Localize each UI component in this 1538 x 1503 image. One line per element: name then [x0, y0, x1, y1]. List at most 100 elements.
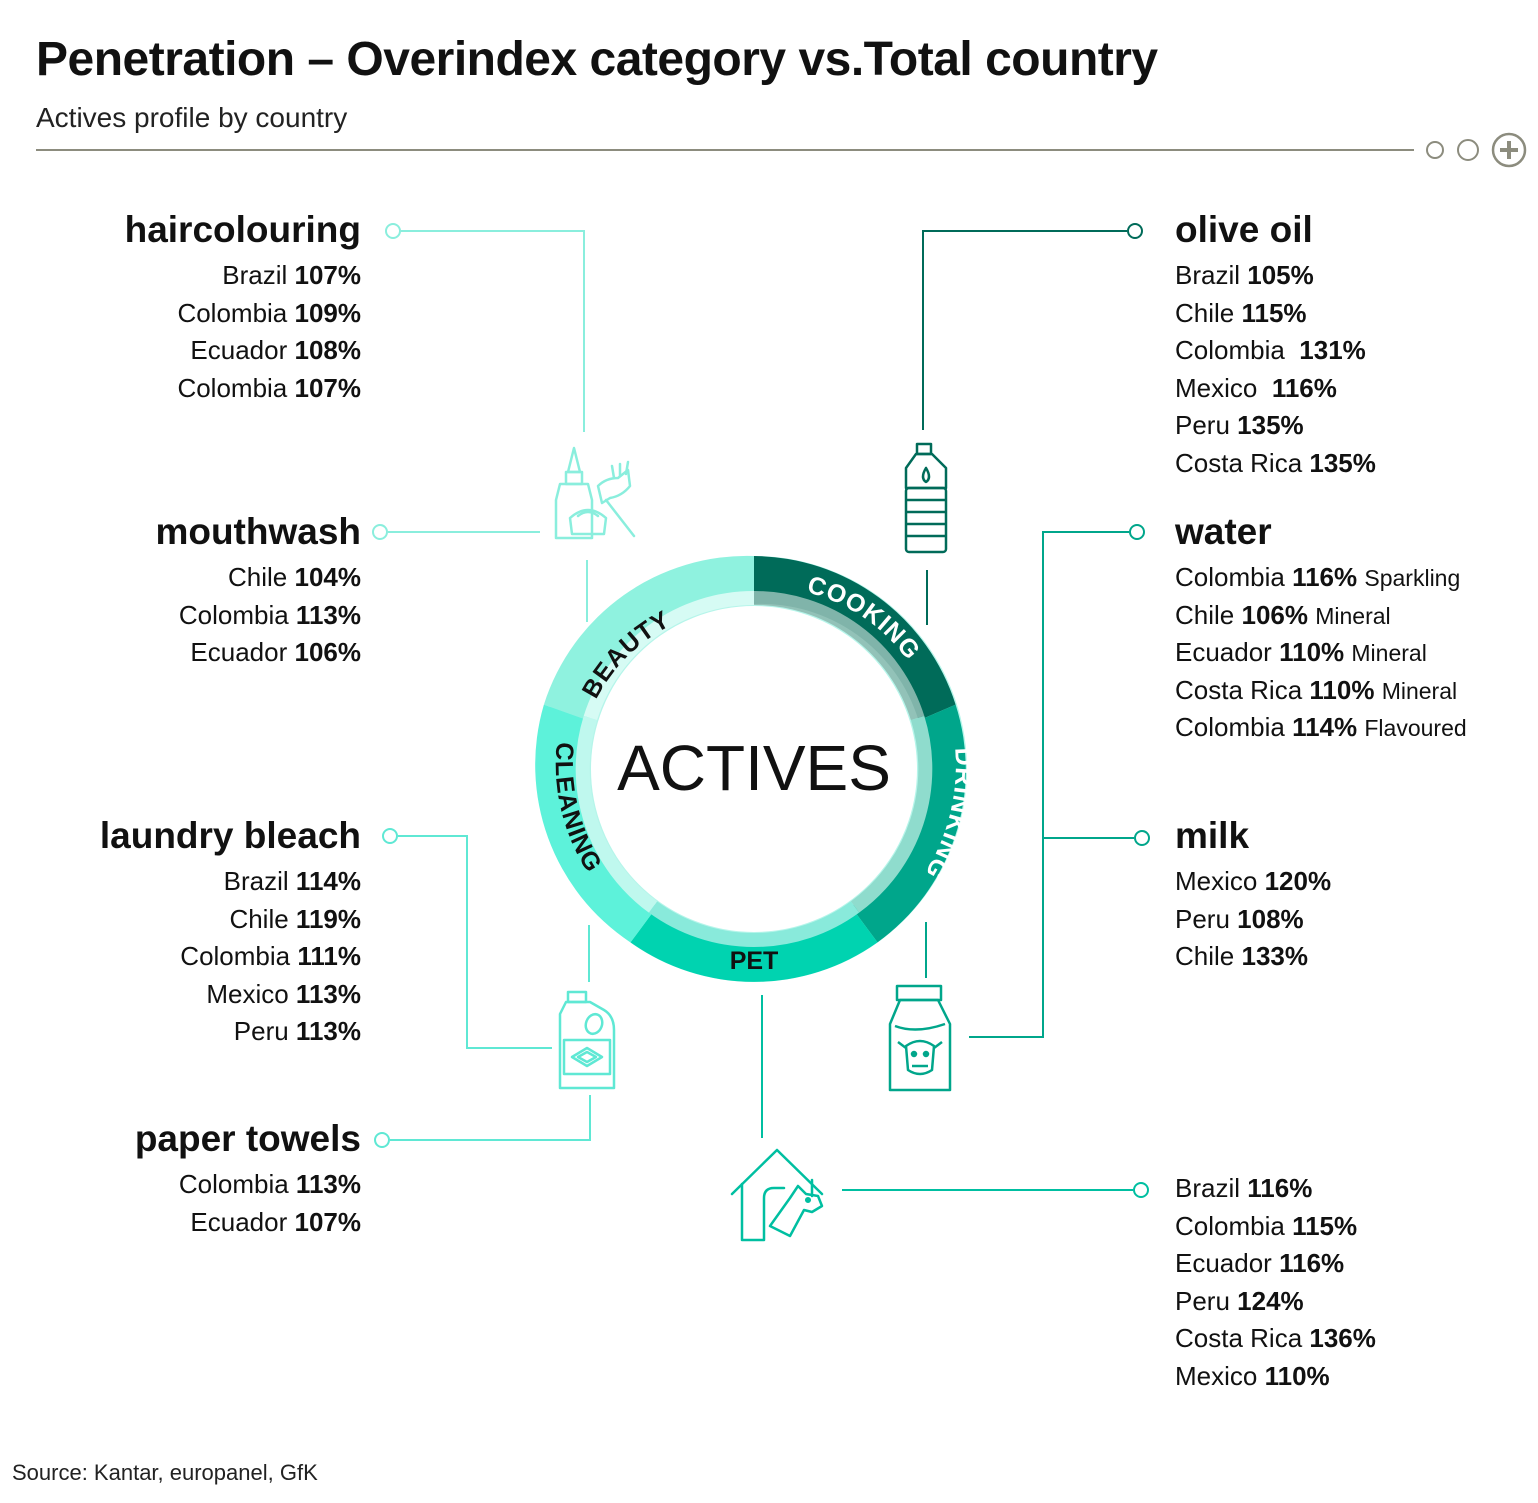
plus-icon[interactable] [1491, 132, 1527, 168]
laundry-bleach-block: laundry bleach Brazil 114% Chile 119% Co… [100, 814, 361, 1051]
page-dot-1[interactable] [1426, 141, 1444, 159]
list-item: Peru 135% [1175, 407, 1376, 445]
ring-label-pet: PET [730, 947, 779, 975]
country-label: Brazil [222, 260, 288, 290]
water-type: Mineral [1315, 602, 1391, 629]
index-value: 114% [295, 866, 361, 896]
index-value: 107% [294, 1206, 362, 1237]
country-label: Costa Rica [1175, 674, 1303, 705]
milk-block: milk Mexico 120% Peru 108% Chile 133% [1175, 814, 1331, 976]
country-label: Ecuador [1175, 1248, 1272, 1278]
list-item: Ecuador 110% Mineral [1175, 634, 1467, 672]
index-value: 113% [295, 1169, 361, 1199]
country-label: Ecuador [190, 1206, 288, 1237]
bleach-bottle-icon [558, 990, 616, 1090]
index-value: 107% [294, 372, 362, 403]
country-label: Chile [229, 903, 289, 934]
index-value: 106% [1241, 599, 1308, 630]
index-value: 133% [1241, 941, 1308, 971]
cooking-connectors [922, 223, 1143, 625]
country-label: Chile [228, 562, 288, 592]
country-label: Chile [1175, 941, 1235, 971]
index-value: 113% [295, 1016, 361, 1046]
paper-towels-rows: Colombia 113% Ecuador 107% [135, 1166, 361, 1241]
country-label: Brazil [1175, 1173, 1241, 1203]
laundry-bleach-heading: laundry bleach [99, 815, 361, 856]
list-item: Colombia 115% [1175, 1208, 1376, 1246]
country-label: Colombia [177, 297, 288, 328]
list-item: Colombia 111% [100, 938, 361, 976]
category-ring: BEAUTY COOKING DRINKING PET CLEANING ACT… [535, 555, 977, 982]
list-item: Mexico 110% [1175, 1358, 1376, 1396]
page-dot-2[interactable] [1457, 139, 1479, 161]
index-value: 114% [1292, 712, 1358, 742]
country-label: Colombia [1175, 712, 1285, 742]
list-item: Ecuador 116% [1175, 1245, 1376, 1283]
country-label: Peru [1175, 1285, 1230, 1316]
list-item: Colombia 114% Flavoured [1175, 709, 1467, 747]
country-label: Ecuador [190, 335, 288, 365]
list-item: Ecuador 107% [135, 1204, 361, 1242]
mouthwash-rows: Chile 104% Colombia 113% Ecuador 106% [155, 559, 361, 672]
index-value: 106% [294, 637, 362, 667]
country-label: Colombia [178, 599, 289, 630]
haircolouring-block: haircolouring Brazil 107% Colombia 109% … [125, 208, 361, 407]
list-item: Chile 133% [1175, 938, 1331, 976]
index-value: 124% [1237, 1285, 1304, 1316]
country-label: Brazil [1175, 260, 1241, 290]
list-item: Chile 119% [100, 901, 361, 939]
index-value: 119% [295, 903, 361, 934]
pet-connectors [761, 995, 1149, 1198]
haircolouring-rows: Brazil 107% Colombia 109% Ecuador 108% C… [125, 257, 361, 407]
index-value: 115% [1292, 1210, 1358, 1241]
country-label: Mexico [1175, 1360, 1258, 1391]
paper-towels-heading: paper towels [134, 1118, 361, 1159]
list-item: Colombia 109% [125, 295, 361, 333]
index-value: 109% [294, 297, 362, 328]
list-item: Mexico 120% [1175, 863, 1331, 901]
index-value: 110% [1309, 674, 1375, 705]
water-block: water Colombia 116% Sparkling Chile 106%… [1175, 510, 1467, 747]
country-label: Colombia [177, 372, 288, 403]
index-value: 116% [1271, 372, 1337, 403]
drinking-connectors [925, 524, 1150, 1038]
list-item: Mexico 113% [100, 976, 361, 1014]
list-item: Mexico 116% [1175, 370, 1376, 408]
country-label: Costa Rica [1175, 447, 1303, 478]
list-item: Colombia 116% Sparkling [1175, 559, 1467, 597]
list-item: Brazil 116% [1175, 1170, 1376, 1208]
olive-oil-block: olive oil Brazil 105% Chile 115% Colombi… [1175, 208, 1376, 482]
country-label: Colombia [1175, 335, 1285, 365]
center-label: ACTIVES [617, 732, 891, 804]
country-label: Mexico [1175, 372, 1258, 403]
index-value: 108% [294, 335, 362, 365]
country-label: Peru [1175, 903, 1230, 934]
index-value: 111% [297, 941, 361, 971]
country-label: Peru [233, 1016, 289, 1046]
list-item: Brazil 105% [1175, 257, 1376, 295]
water-type: Flavoured [1364, 715, 1467, 741]
index-value: 113% [295, 599, 361, 630]
cleaning-connectors [374, 828, 591, 1148]
country-label: Colombia [1175, 562, 1285, 592]
country-label: Chile [1175, 297, 1235, 328]
water-type: Mineral [1351, 640, 1427, 666]
index-value: 116% [1292, 562, 1358, 592]
country-label: Ecuador [1175, 637, 1272, 667]
list-item: Ecuador 106% [155, 634, 361, 672]
list-item: Chile 106% Mineral [1175, 597, 1467, 635]
index-value: 116% [1279, 1248, 1345, 1278]
country-label: Ecuador [190, 637, 288, 667]
olive-oil-heading: olive oil [1175, 209, 1313, 250]
country-label: Mexico [206, 978, 289, 1009]
list-item: Peru 113% [100, 1013, 361, 1051]
list-item: Costa Rica 110% Mineral [1175, 672, 1467, 710]
source-note: Source: Kantar, europanel, GfK [12, 1460, 318, 1485]
country-label: Peru [1175, 410, 1230, 440]
index-value: 136% [1309, 1323, 1376, 1353]
ring-segment-beauty[interactable] [543, 555, 754, 721]
index-value: 131% [1299, 335, 1366, 365]
list-item: Colombia 107% [125, 370, 361, 408]
country-label: Chile [1175, 599, 1235, 630]
list-item: Chile 115% [1175, 295, 1376, 333]
